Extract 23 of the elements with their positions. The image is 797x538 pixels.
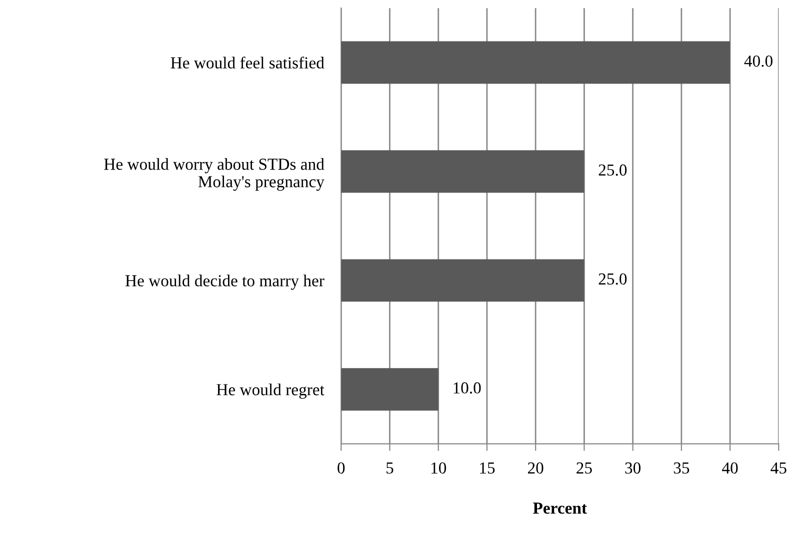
bar xyxy=(341,259,584,302)
data-label: 40.0 xyxy=(744,55,772,67)
bar xyxy=(341,41,730,84)
x-tick-label: 40 xyxy=(722,462,738,474)
y-tick-label: He would feel satisfied xyxy=(170,56,324,68)
x-tick-label: 5 xyxy=(386,462,394,474)
y-tick-label: He would worry about STDs and Molay's pregnancy xyxy=(104,158,324,191)
x-axis-title: Percent xyxy=(533,502,587,514)
y-tick-label: He would decide to marry her xyxy=(125,274,324,290)
data-label: 25.0 xyxy=(598,164,627,176)
y-tick-label: He would regret xyxy=(216,384,324,399)
x-tick-label: 0 xyxy=(338,462,345,474)
bar xyxy=(341,150,584,193)
bar xyxy=(341,368,438,411)
data-label: 10.0 xyxy=(454,382,481,394)
x-tick-label: 30 xyxy=(625,462,641,474)
x-tick-label: 20 xyxy=(528,462,544,474)
x-tick-label: 25 xyxy=(576,462,592,474)
x-tick-label: 10 xyxy=(431,462,446,474)
x-tick-label: 35 xyxy=(674,462,690,474)
x-tick-label: 45 xyxy=(770,462,786,474)
x-tick-label: 15 xyxy=(480,462,495,474)
data-label: 25.0 xyxy=(598,273,627,285)
